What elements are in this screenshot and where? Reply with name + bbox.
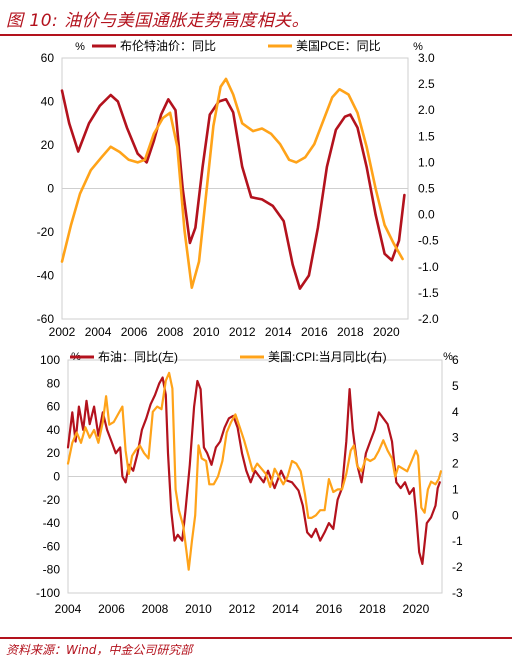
source-rule — [0, 637, 512, 639]
y-right-tick-label: 2.5 — [418, 77, 435, 91]
figure-title: 图 10: 油价与美国通胀走势高度相关。 — [6, 11, 310, 31]
series-line-2 — [66, 371, 442, 571]
x-tick-label: 2002 — [49, 325, 76, 339]
y-right-tick-label: 0.0 — [418, 208, 435, 222]
y-right-tick-label: 2.0 — [418, 103, 435, 117]
y-right-tick-label: -2.0 — [418, 312, 439, 326]
y-right-tick-label: 4 — [452, 405, 459, 419]
y-left-tick-label: 0 — [53, 470, 60, 484]
y-right-tick-label: -1.5 — [418, 286, 439, 300]
x-tick-label: 2018 — [337, 325, 364, 339]
x-tick-label: 2018 — [359, 602, 386, 616]
legend-label-2: 美国:CPI:当月同比(右) — [268, 349, 387, 364]
x-tick-label: 2020 — [403, 602, 430, 616]
y-right-tick-label: -0.5 — [418, 234, 439, 248]
y-right-tick-label: -1.0 — [418, 260, 439, 274]
x-tick-label: 2008 — [157, 325, 184, 339]
title-rule — [0, 34, 512, 36]
y-left-tick-label: -100 — [36, 586, 60, 600]
y-left-tick-label: 20 — [41, 138, 55, 152]
x-tick-label: 2014 — [272, 602, 299, 616]
x-tick-label: 2020 — [373, 325, 400, 339]
y-left-tick-label: 100 — [40, 353, 60, 367]
chart-top: 60 40 20 0 -20 -40 -60 3.0 2.5 2.0 1.5 1.0 0.5 0.0 -0.… — [37, 38, 439, 339]
x-tick-label: 2014 — [265, 325, 292, 339]
y-left-tick-label: -20 — [37, 225, 55, 239]
y-right-tick-label: -2 — [452, 560, 463, 574]
x-tick-label: 2004 — [85, 325, 112, 339]
y-left-tick-label: -20 — [43, 493, 61, 507]
series-line-1 — [60, 89, 406, 290]
x-tick-label: 2008 — [142, 602, 169, 616]
legend-label-2: 美国PCE：同比 — [296, 39, 381, 53]
y-right-tick-label: -1 — [452, 534, 463, 548]
x-tick-label: 2010 — [193, 325, 220, 339]
y-left-tick-label: -40 — [43, 516, 61, 530]
y-right-tick-label: 1.5 — [418, 129, 435, 143]
x-tick-label: 2016 — [301, 325, 328, 339]
y-left-tick-label: 60 — [47, 400, 61, 414]
y-left-tick-label: 60 — [41, 51, 55, 65]
x-tick-label: 2016 — [316, 602, 343, 616]
y-left-tick-label: -40 — [37, 269, 55, 283]
chart-bottom: 100 80 60 40 20 0 -20 -40 -60 -80 -100 6 5 4 3 2 1 0 -1 -2 -… — [36, 349, 463, 616]
y-left-tick-label: 40 — [47, 423, 61, 437]
y-left-tick-label: -60 — [37, 312, 55, 326]
y-right-tick-label: -3 — [452, 586, 463, 600]
series-line-1 — [66, 376, 441, 565]
legend-label-1: 布油：同比(左) — [98, 349, 178, 364]
y-right-tick-label: 1.0 — [418, 155, 435, 169]
y-left-tick-label: 80 — [47, 376, 61, 390]
y-left-tick-label: 0 — [47, 182, 54, 196]
y-right-tick-label: 0 — [452, 508, 459, 522]
x-tick-label: 2010 — [185, 602, 212, 616]
y-right-tick-label: 3.0 — [418, 51, 435, 65]
y-left-tick-label: -80 — [43, 563, 61, 577]
y-right-tick-label: 2 — [452, 457, 459, 471]
y-right-unit: % — [443, 351, 453, 363]
y-right-unit: % — [413, 41, 423, 53]
source-note: 资料来源：Wind，中金公司研究部 — [6, 643, 193, 657]
y-right-tick-label: 1 — [452, 482, 459, 496]
y-left-tick-label: 20 — [47, 446, 61, 460]
x-tick-label: 2006 — [98, 602, 125, 616]
x-tick-label: 2012 — [229, 325, 256, 339]
legend-label-1: 布伦特油价：同比 — [120, 38, 216, 53]
x-tick-label: 2006 — [121, 325, 148, 339]
y-right-tick-label: 6 — [452, 353, 459, 367]
y-left-tick-label: -60 — [43, 539, 61, 553]
y-right-tick-label: 5 — [452, 379, 459, 393]
y-left-unit: % — [75, 41, 85, 53]
x-tick-label: 2004 — [55, 602, 82, 616]
y-left-tick-label: 40 — [41, 95, 55, 109]
y-right-tick-label: 3 — [452, 431, 459, 445]
x-tick-label: 2012 — [229, 602, 256, 616]
y-right-tick-label: 0.5 — [418, 182, 435, 196]
series-line-2 — [60, 77, 404, 289]
